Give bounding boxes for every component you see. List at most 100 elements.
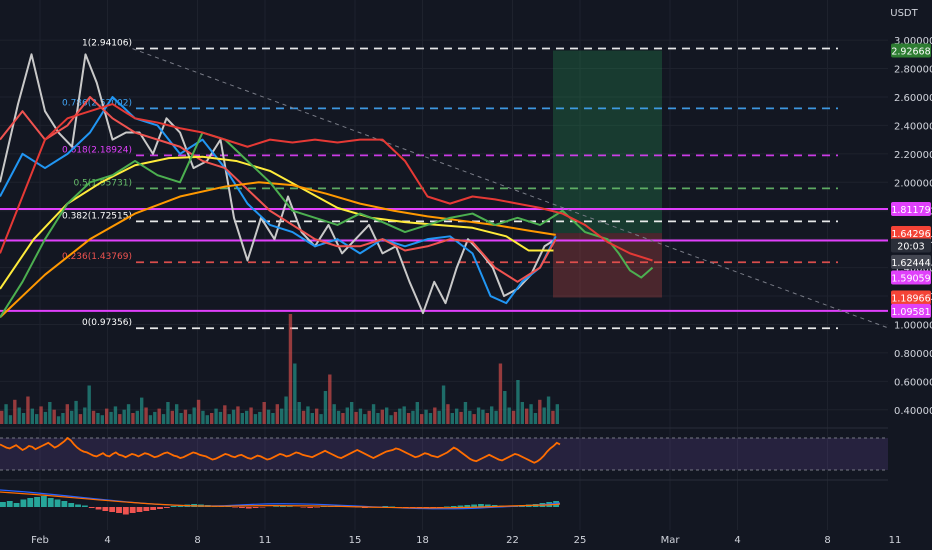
- time-axis[interactable]: Feb 4 8 11 15 18 22 25 Mar 4 8 11: [31, 535, 901, 546]
- volume-bar: [118, 414, 122, 424]
- volume-bar: [192, 407, 196, 424]
- volume-bar: [4, 404, 8, 424]
- volume-bar: [354, 411, 358, 424]
- macd-bar: [157, 507, 163, 509]
- volume-bar: [485, 413, 489, 424]
- volume-bar: [188, 414, 192, 424]
- volume-bar: [39, 406, 43, 424]
- price-tag-label: 2.92668: [891, 47, 930, 58]
- volume-bar: [48, 402, 52, 424]
- price-tag-label: 20:03: [897, 242, 924, 253]
- volume-bar: [498, 363, 503, 424]
- fib-retracement[interactable]: 1(2.94106)0.786(2.52002)0.618(2.18924)0.…: [62, 38, 838, 330]
- macd-bar: [34, 497, 40, 507]
- fib-level-label: 0(0.97356): [82, 318, 132, 328]
- signal-line: [0, 491, 561, 509]
- volume-bar: [297, 402, 301, 424]
- volume-bar: [284, 396, 288, 424]
- volume-bar: [533, 413, 538, 424]
- volume-bar: [341, 413, 345, 424]
- volume-bar: [8, 415, 13, 424]
- macd-bar: [68, 503, 75, 507]
- macd-bar: [54, 499, 61, 507]
- price-tick-label: 2.40000: [894, 121, 932, 132]
- volume-bar: [376, 413, 380, 424]
- macd-bar: [307, 507, 314, 508]
- macd-bar: [450, 506, 457, 507]
- volume-bar: [245, 410, 249, 424]
- macd-bar: [471, 504, 478, 507]
- price-series-line: [0, 131, 654, 318]
- price-tag-label: 1.62444: [891, 258, 930, 269]
- price-tag-label: 1.59059: [891, 274, 930, 285]
- volume-bar: [529, 404, 533, 424]
- volume-bar: [380, 409, 384, 424]
- volume-bar: [30, 408, 34, 424]
- volume-bar: [100, 415, 104, 424]
- trendline[interactable]: [132, 48, 891, 330]
- volume-bar: [56, 416, 61, 424]
- volume-bar: [61, 413, 65, 424]
- volume-bar: [472, 414, 476, 424]
- volume-bar: [105, 408, 109, 424]
- macd-bar: [280, 506, 286, 507]
- volume-bar: [218, 411, 223, 424]
- volume-bar: [367, 410, 371, 424]
- macd-bar: [314, 507, 320, 508]
- price-series-line: [0, 95, 557, 283]
- volume-bar: [275, 404, 279, 424]
- volume-bar: [455, 408, 459, 424]
- price-tick-label: 2.20000: [894, 150, 932, 161]
- time-tick-label: 4: [734, 535, 740, 546]
- time-tick-label: Feb: [31, 535, 49, 546]
- price-tag-bg: [891, 254, 931, 269]
- price-tags: 2.92668 1.81179 1.64296 20:03 1.62444 1.59059…: [891, 43, 931, 318]
- volume-bar: [83, 407, 87, 424]
- volume-bar: [402, 406, 406, 424]
- volume-bar: [157, 408, 161, 424]
- volume-bar: [551, 410, 555, 424]
- volume-bar: [179, 413, 183, 424]
- volume-bar: [96, 413, 100, 424]
- volume-bar: [126, 404, 131, 424]
- macd-bar: [20, 499, 27, 507]
- volume-bar: [240, 413, 244, 424]
- volume-bar: [310, 413, 314, 424]
- macd-bar: [478, 504, 484, 507]
- volume-bar: [546, 396, 551, 424]
- volume-bar: [385, 407, 389, 424]
- fib-level-label: 0.618(2.18924): [62, 145, 132, 155]
- price-tick-label: 0.80000: [894, 349, 932, 360]
- time-tick-label: Mar: [661, 535, 681, 546]
- macd-bar: [252, 507, 259, 508]
- price-tag-label: 1.18966: [891, 293, 930, 304]
- volume-bar: [166, 402, 170, 424]
- macd-bar: [239, 507, 245, 508]
- volume-bar: [74, 400, 78, 424]
- price-tag-bg: [891, 43, 931, 58]
- macd-bar: [464, 505, 471, 507]
- price-tag-label: 1.81179: [891, 205, 930, 216]
- volume-bar: [323, 391, 328, 424]
- price-tick-label: 1.00000: [894, 320, 932, 331]
- volume-bar: [196, 399, 201, 424]
- volume-bar: [520, 402, 524, 424]
- price-tick-label: 1.40000: [894, 264, 932, 275]
- price-tick-label: 2.60000: [894, 93, 932, 104]
- macd-bar: [129, 507, 136, 513]
- volume-bar: [249, 407, 253, 424]
- volume-bar: [170, 410, 174, 424]
- volume-bar: [231, 409, 236, 424]
- volume-bar: [140, 397, 144, 424]
- volume-bar: [459, 411, 463, 424]
- risk-reward-position[interactable]: [553, 50, 662, 298]
- macd-bar: [75, 504, 81, 507]
- oscillator-line: [0, 436, 561, 464]
- currency-text: USDT: [890, 8, 918, 19]
- fib-level-label: 0.236(1.43769): [62, 252, 132, 262]
- volume-bar: [542, 407, 546, 424]
- volume-bar: [26, 396, 30, 424]
- price-tag-bg: [891, 226, 931, 241]
